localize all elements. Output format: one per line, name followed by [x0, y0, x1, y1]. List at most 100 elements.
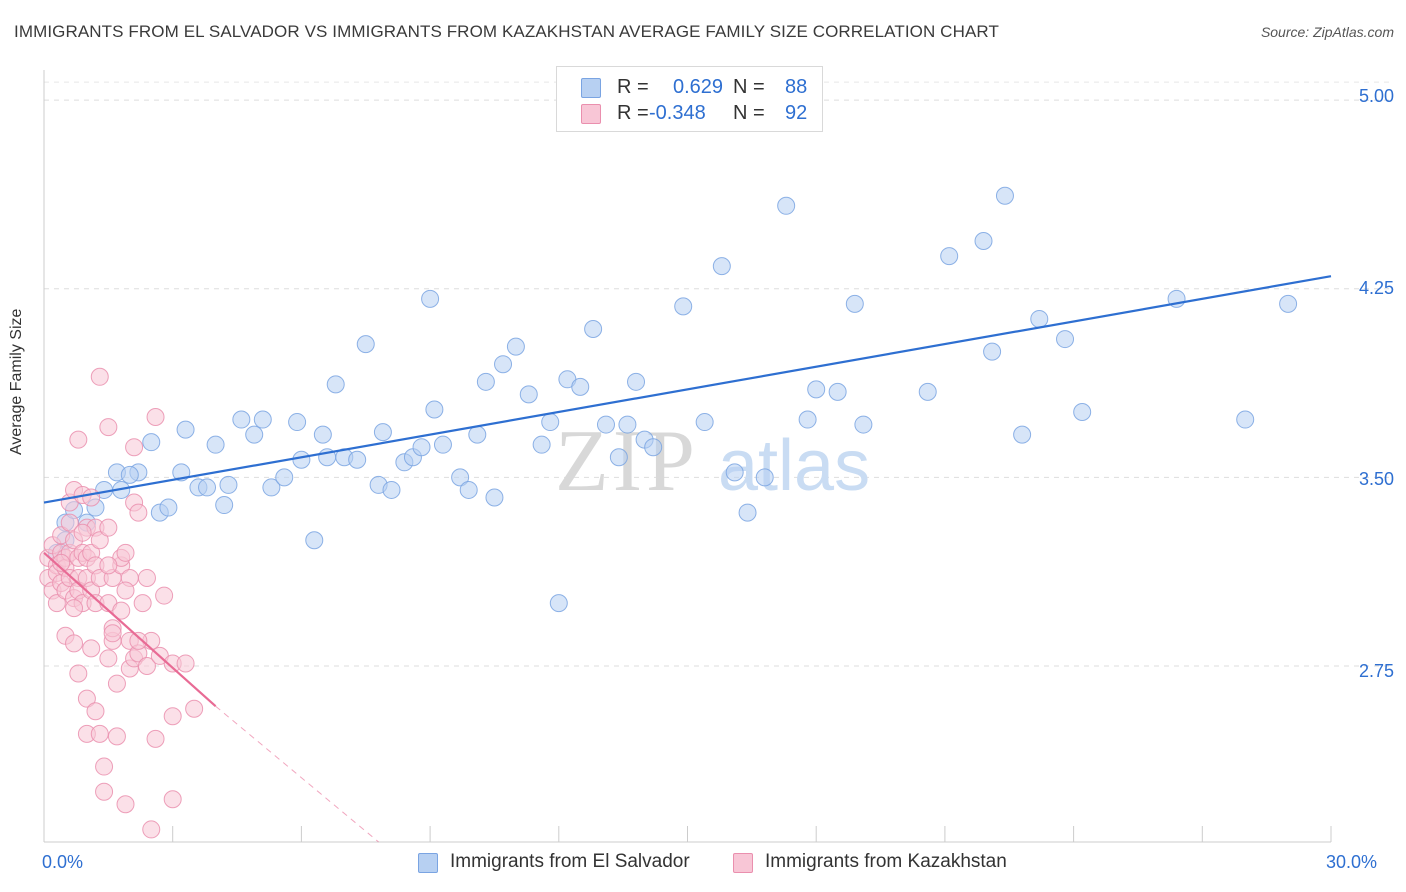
el-salvador-point [777, 196, 796, 215]
el-salvador-point [275, 468, 294, 487]
el-salvador-point [1013, 425, 1032, 444]
kazakhstan-point [90, 367, 109, 386]
trend-lines [43, 275, 1332, 843]
y-tick-label: 5.00 [1358, 86, 1394, 106]
kazakhstan-point [60, 513, 79, 532]
legend-r-label: R = [617, 76, 649, 98]
x-tick-label-max: 30.0% [1326, 852, 1378, 872]
kazakhstan-point [129, 631, 148, 650]
el-salvador-point [983, 342, 1002, 361]
el-salvador-point [974, 231, 993, 250]
kazakhstan-point [99, 556, 118, 575]
el-salvador-point [1236, 410, 1255, 429]
kazakhstan-point [82, 488, 101, 507]
axes [43, 70, 1332, 843]
legend-swatch-blue [581, 78, 601, 98]
el-salvador-point [519, 385, 538, 404]
el-salvador-point [305, 531, 324, 550]
el-salvador-point [995, 186, 1014, 205]
legend-r-value: -0.348 [649, 102, 706, 124]
y-tick-label: 3.50 [1358, 469, 1394, 489]
el-salvador-point [198, 478, 217, 497]
el-salvador-point [494, 355, 513, 374]
kazakhstan-point [47, 594, 66, 613]
el-salvador-point [245, 425, 264, 444]
x-tick-label-min: 0.0% [42, 852, 84, 872]
y-axis-label: Average Family Size [8, 308, 25, 455]
kazakhstan-point [155, 586, 174, 605]
legend-r-value: 0.629 [673, 76, 724, 98]
el-salvador-point [412, 438, 431, 457]
el-salvador-point [854, 415, 873, 434]
el-salvador-point [725, 463, 744, 482]
el-salvador-point [798, 410, 817, 429]
kazakhstan-point [65, 634, 84, 653]
el-salvador-point [159, 498, 178, 517]
legend-n-value: 92 [785, 102, 808, 124]
el-salvador-point [618, 415, 637, 434]
el-salvador-point [433, 435, 452, 454]
el-salvador-point [476, 372, 495, 391]
el-salvador-point [485, 488, 504, 507]
el-salvador-point [459, 480, 478, 499]
trend-line-kazakhstan [43, 551, 217, 708]
kazakhstan-point [99, 649, 118, 668]
kazakhstan-point [137, 568, 156, 587]
watermark-atlas: atlas [718, 426, 870, 506]
el-salvador-point [356, 335, 375, 354]
el-salvador-point [232, 410, 251, 429]
el-salvador-point [1073, 402, 1092, 421]
el-salvador-point [674, 297, 693, 316]
el-salvador-point [120, 465, 139, 484]
el-salvador-point [738, 503, 757, 522]
el-salvador-point [451, 468, 470, 487]
correlation-legend: R = 0.629 N = 88 R = -0.348 N = 92 [556, 66, 823, 132]
el-salvador-point [627, 372, 646, 391]
kazakhstan-point [116, 543, 135, 562]
legend-n-label: N = [733, 102, 765, 124]
el-salvador-point [1279, 294, 1298, 313]
el-salvador-point [421, 289, 440, 308]
kazakhstan-point [185, 699, 204, 718]
kazakhstan-point [95, 757, 114, 776]
kazakhstan-point [107, 727, 126, 746]
kazakhstan-point [69, 430, 88, 449]
kazakhstan-point [82, 639, 101, 658]
kazakhstan-point [146, 729, 165, 748]
el-salvador-point [292, 450, 311, 469]
el-salvador-point [596, 415, 615, 434]
el-salvador-point [828, 382, 847, 401]
kazakhstan-point [69, 664, 88, 683]
legend-n-value: 88 [785, 76, 808, 98]
kazakhstan-point [99, 418, 118, 437]
kazakhstan-point [90, 531, 109, 550]
el-salvador-point [532, 435, 551, 454]
trend-line-kazakhstan-extension [215, 705, 379, 843]
kazakhstan-point [129, 503, 148, 522]
grid-lines [44, 81, 1392, 667]
el-salvador-point [468, 425, 487, 444]
chart-title: IMMIGRANTS FROM EL SALVADOR VS IMMIGRANT… [14, 22, 999, 41]
kazakhstan-point [103, 624, 122, 643]
kazakhstan-point [116, 795, 135, 814]
el-salvador-point [940, 247, 959, 266]
kazakhstan-point [137, 656, 156, 675]
legend-r-label: R = [617, 102, 649, 124]
el-salvador-point [695, 413, 714, 432]
el-salvador-point [755, 468, 774, 487]
y-tick-label: 2.75 [1358, 661, 1394, 681]
kazakhstan-point [73, 523, 92, 542]
el-salvador-point [326, 375, 345, 394]
el-salvador-point [262, 478, 281, 497]
el-salvador-point [313, 425, 332, 444]
el-salvador-point [644, 438, 663, 457]
kazakhstan-point [52, 553, 71, 572]
el-salvador-point [373, 423, 392, 442]
el-salvador-point [712, 257, 731, 276]
series-el-salvador-points [47, 186, 1298, 613]
el-salvador-point [142, 433, 161, 452]
el-salvador-point [918, 382, 937, 401]
el-salvador-point [348, 450, 367, 469]
el-salvador-point [807, 380, 826, 399]
